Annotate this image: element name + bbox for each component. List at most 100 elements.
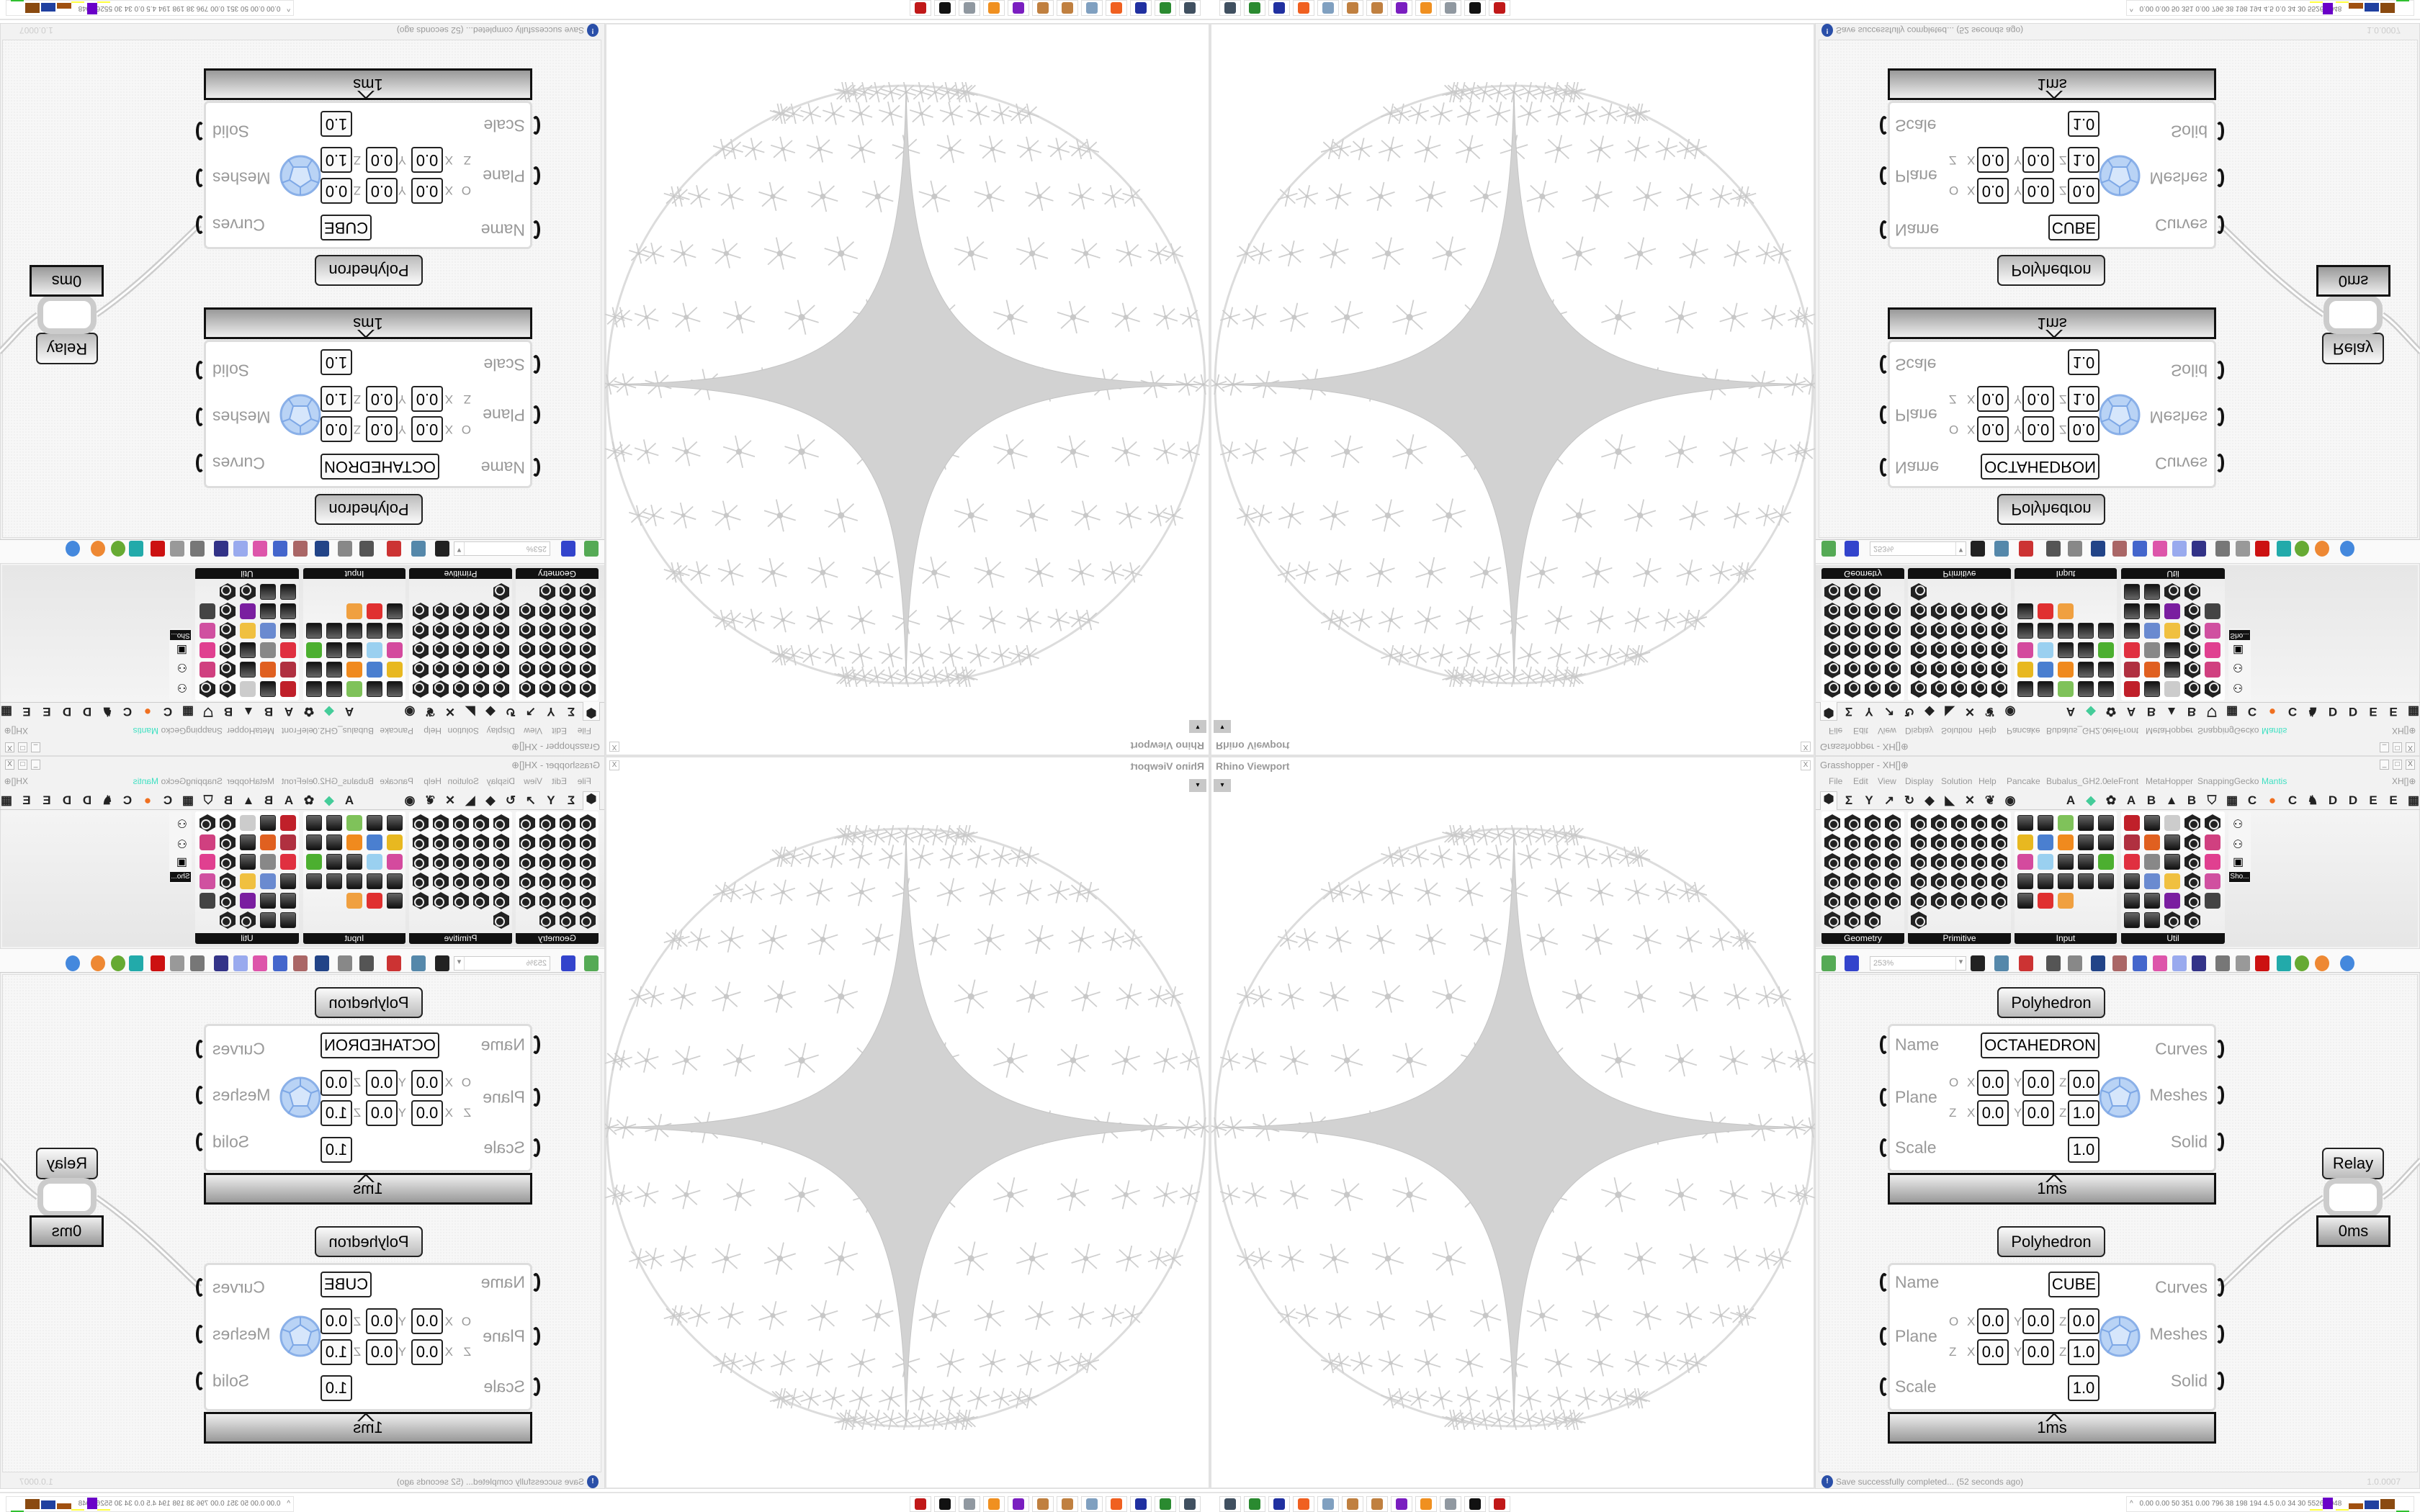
- component-icon[interactable]: [2037, 873, 2054, 890]
- component-icon[interactable]: [1824, 892, 1841, 909]
- component-icon[interactable]: [1971, 834, 1988, 851]
- firefox-app-icon[interactable]: [1293, 1496, 1314, 1512]
- component-icon[interactable]: [1864, 912, 1881, 929]
- stats-toggle[interactable]: ^: [2130, 1500, 2133, 1508]
- document-name[interactable]: XH[]⊕: [2392, 776, 2416, 786]
- search-icon[interactable]: [2133, 955, 2147, 971]
- zaxis-y-field[interactable]: 0.0: [2022, 1100, 2054, 1126]
- preview-eye-icon[interactable]: [1994, 955, 2009, 971]
- component-icon[interactable]: [2164, 834, 2181, 851]
- plugin-tab-8[interactable]: ▦: [2226, 793, 2238, 807]
- output-port[interactable]: [2215, 1325, 2224, 1344]
- component-icon[interactable]: [2143, 912, 2161, 929]
- input-port[interactable]: [532, 1327, 540, 1346]
- component-icon[interactable]: [2017, 853, 2034, 870]
- stats-toggle[interactable]: ^: [2130, 4, 2133, 12]
- input-port[interactable]: [1880, 1273, 1888, 1292]
- name-value-field[interactable]: OCTAHEDRON: [321, 1032, 439, 1058]
- component-icon[interactable]: [2017, 834, 2034, 851]
- menu-snappinggecko[interactable]: SnappingGecko: [2197, 776, 2259, 786]
- panel-label[interactable]: Primitive: [1908, 933, 2011, 944]
- maximize-button[interactable]: □: [2393, 760, 2402, 770]
- panel-label[interactable]: Util: [2121, 933, 2225, 944]
- component-icon[interactable]: [1950, 834, 1968, 851]
- calculator-app-icon[interactable]: [1317, 1496, 1339, 1512]
- component-icon[interactable]: [2184, 873, 2201, 890]
- name-value-field[interactable]: OCTAHEDRON: [1981, 1032, 2099, 1058]
- component-icon[interactable]: [1824, 853, 1841, 870]
- plugin-tab-16[interactable]: E: [2389, 793, 2398, 807]
- component-icon[interactable]: [2037, 814, 2054, 832]
- close-button[interactable]: X: [2406, 760, 2415, 770]
- component-icon[interactable]: [2097, 814, 2115, 832]
- origin-y-field[interactable]: 0.0: [366, 1308, 398, 1334]
- component-icon[interactable]: [1950, 873, 1968, 890]
- relay-body[interactable]: [2323, 1178, 2383, 1217]
- component-icon[interactable]: [1950, 814, 1968, 832]
- plugin-tab-0[interactable]: A: [2066, 793, 2076, 807]
- name-value-field[interactable]: OCTAHEDRON: [1981, 454, 2099, 480]
- panel-label[interactable]: Input: [2015, 933, 2117, 944]
- component-icon[interactable]: [1991, 814, 2008, 832]
- component-icon[interactable]: [2143, 814, 2161, 832]
- orange-shader-icon[interactable]: [2315, 955, 2329, 971]
- output-port[interactable]: [2215, 1372, 2224, 1390]
- component-icon[interactable]: [2057, 892, 2074, 909]
- rhino-app-icon[interactable]: [1489, 1496, 1510, 1512]
- component-icon[interactable]: [2143, 873, 2161, 890]
- plugin-tab-1[interactable]: ◆: [2086, 793, 2096, 807]
- component-icon[interactable]: [1884, 853, 1901, 870]
- plugin-tab-14[interactable]: D: [2348, 793, 2358, 807]
- component-icon[interactable]: [2184, 853, 2201, 870]
- floppy-64-app-icon[interactable]: [1130, 1496, 1152, 1512]
- name-value-field[interactable]: CUBE: [2048, 215, 2099, 240]
- tab-2[interactable]: Y: [1865, 793, 1873, 807]
- paint-alt-app-icon[interactable]: [1032, 1496, 1054, 1512]
- zaxis-y-field[interactable]: 0.0: [2022, 386, 2054, 412]
- scroll-app-icon[interactable]: [1440, 1496, 1461, 1512]
- inkscape-app-icon[interactable]: [1464, 1496, 1486, 1512]
- zaxis-y-field[interactable]: 0.0: [2022, 147, 2054, 173]
- component-icon[interactable]: [1864, 834, 1881, 851]
- floppy-64-app-icon[interactable]: [1268, 1496, 1290, 1512]
- goggles-icon[interactable]: ⚇: [2233, 819, 2244, 831]
- origin-x-field[interactable]: 0.0: [1977, 1308, 2009, 1334]
- output-port[interactable]: [196, 1040, 205, 1058]
- input-port[interactable]: [1880, 1088, 1888, 1107]
- tab-1[interactable]: Σ: [1845, 793, 1853, 807]
- menu-file[interactable]: File: [1829, 776, 1843, 786]
- plugin-tab-2[interactable]: ✿: [2105, 793, 2117, 807]
- tab-3[interactable]: ↗: [1883, 793, 1895, 807]
- origin-x-field[interactable]: 0.0: [1977, 416, 2009, 442]
- component-icon[interactable]: [1971, 814, 1988, 832]
- input-port[interactable]: [1880, 1327, 1888, 1346]
- name-value-field[interactable]: CUBE: [321, 1272, 372, 1297]
- tab-8[interactable]: ❦: [1984, 793, 1996, 807]
- menu-help[interactable]: Help: [1978, 776, 1996, 786]
- component-icon[interactable]: [1824, 912, 1841, 929]
- component-title[interactable]: Polyhedron: [1997, 255, 2105, 286]
- component-icon[interactable]: [2184, 814, 2201, 832]
- menu-view[interactable]: View: [1878, 776, 1896, 786]
- origin-y-field[interactable]: 0.0: [2022, 1070, 2054, 1096]
- tab-5[interactable]: ◆: [1924, 793, 1935, 807]
- origin-x-field[interactable]: 0.0: [411, 1070, 443, 1096]
- component-icon[interactable]: [2077, 873, 2094, 890]
- component-icon[interactable]: [1844, 834, 1861, 851]
- origin-z-field[interactable]: 0.0: [2068, 1308, 2099, 1334]
- component-icon[interactable]: [2017, 814, 2034, 832]
- output-port[interactable]: [2215, 122, 2224, 140]
- input-port[interactable]: [1880, 1377, 1888, 1396]
- component-icon[interactable]: [1910, 873, 1927, 890]
- input-port[interactable]: [532, 1088, 540, 1107]
- scale-value-field[interactable]: 1.0: [2068, 111, 2099, 137]
- name-value-field[interactable]: CUBE: [2048, 1272, 2099, 1297]
- component-icon[interactable]: [1844, 873, 1861, 890]
- output-port[interactable]: [2215, 361, 2224, 379]
- tab-4[interactable]: ↻: [1904, 793, 1915, 807]
- remote-desktop-app-icon[interactable]: [1219, 0, 1241, 16]
- component-icon[interactable]: [1844, 814, 1861, 832]
- viewport-close-button[interactable]: X: [1801, 760, 1811, 770]
- gha-export-icon[interactable]: [2068, 955, 2082, 971]
- component-icon[interactable]: [2123, 814, 2141, 832]
